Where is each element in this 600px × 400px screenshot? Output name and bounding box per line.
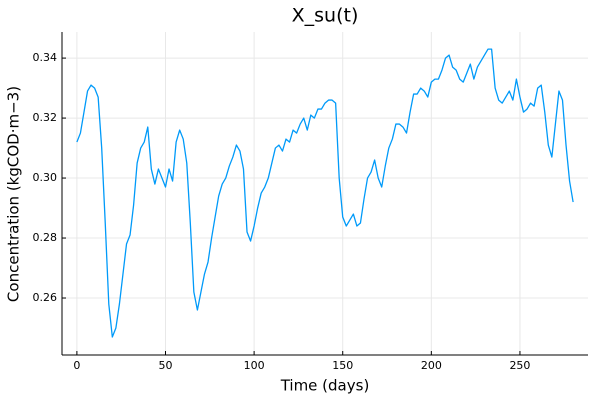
x-tick-label: 150 [332, 359, 353, 372]
x-tick-label: 50 [158, 359, 172, 372]
y-tick-label: 0.30 [33, 171, 58, 184]
y-tick-label: 0.34 [33, 51, 58, 64]
y-tick-label: 0.28 [33, 231, 58, 244]
x-tick-label: 0 [73, 359, 80, 372]
chart-title: X_su(t) [292, 5, 359, 27]
y-tick-label: 0.26 [33, 291, 58, 304]
x-tick-label: 200 [421, 359, 442, 372]
y-axis-label: Concentration (kgCOD·m−3) [5, 86, 23, 302]
y-tick-label: 0.32 [33, 111, 58, 124]
data-line [76, 48, 574, 338]
x-tick-label: 250 [509, 359, 530, 372]
x-axis-label: Time (days) [280, 377, 370, 395]
x-tick-label: 100 [244, 359, 265, 372]
